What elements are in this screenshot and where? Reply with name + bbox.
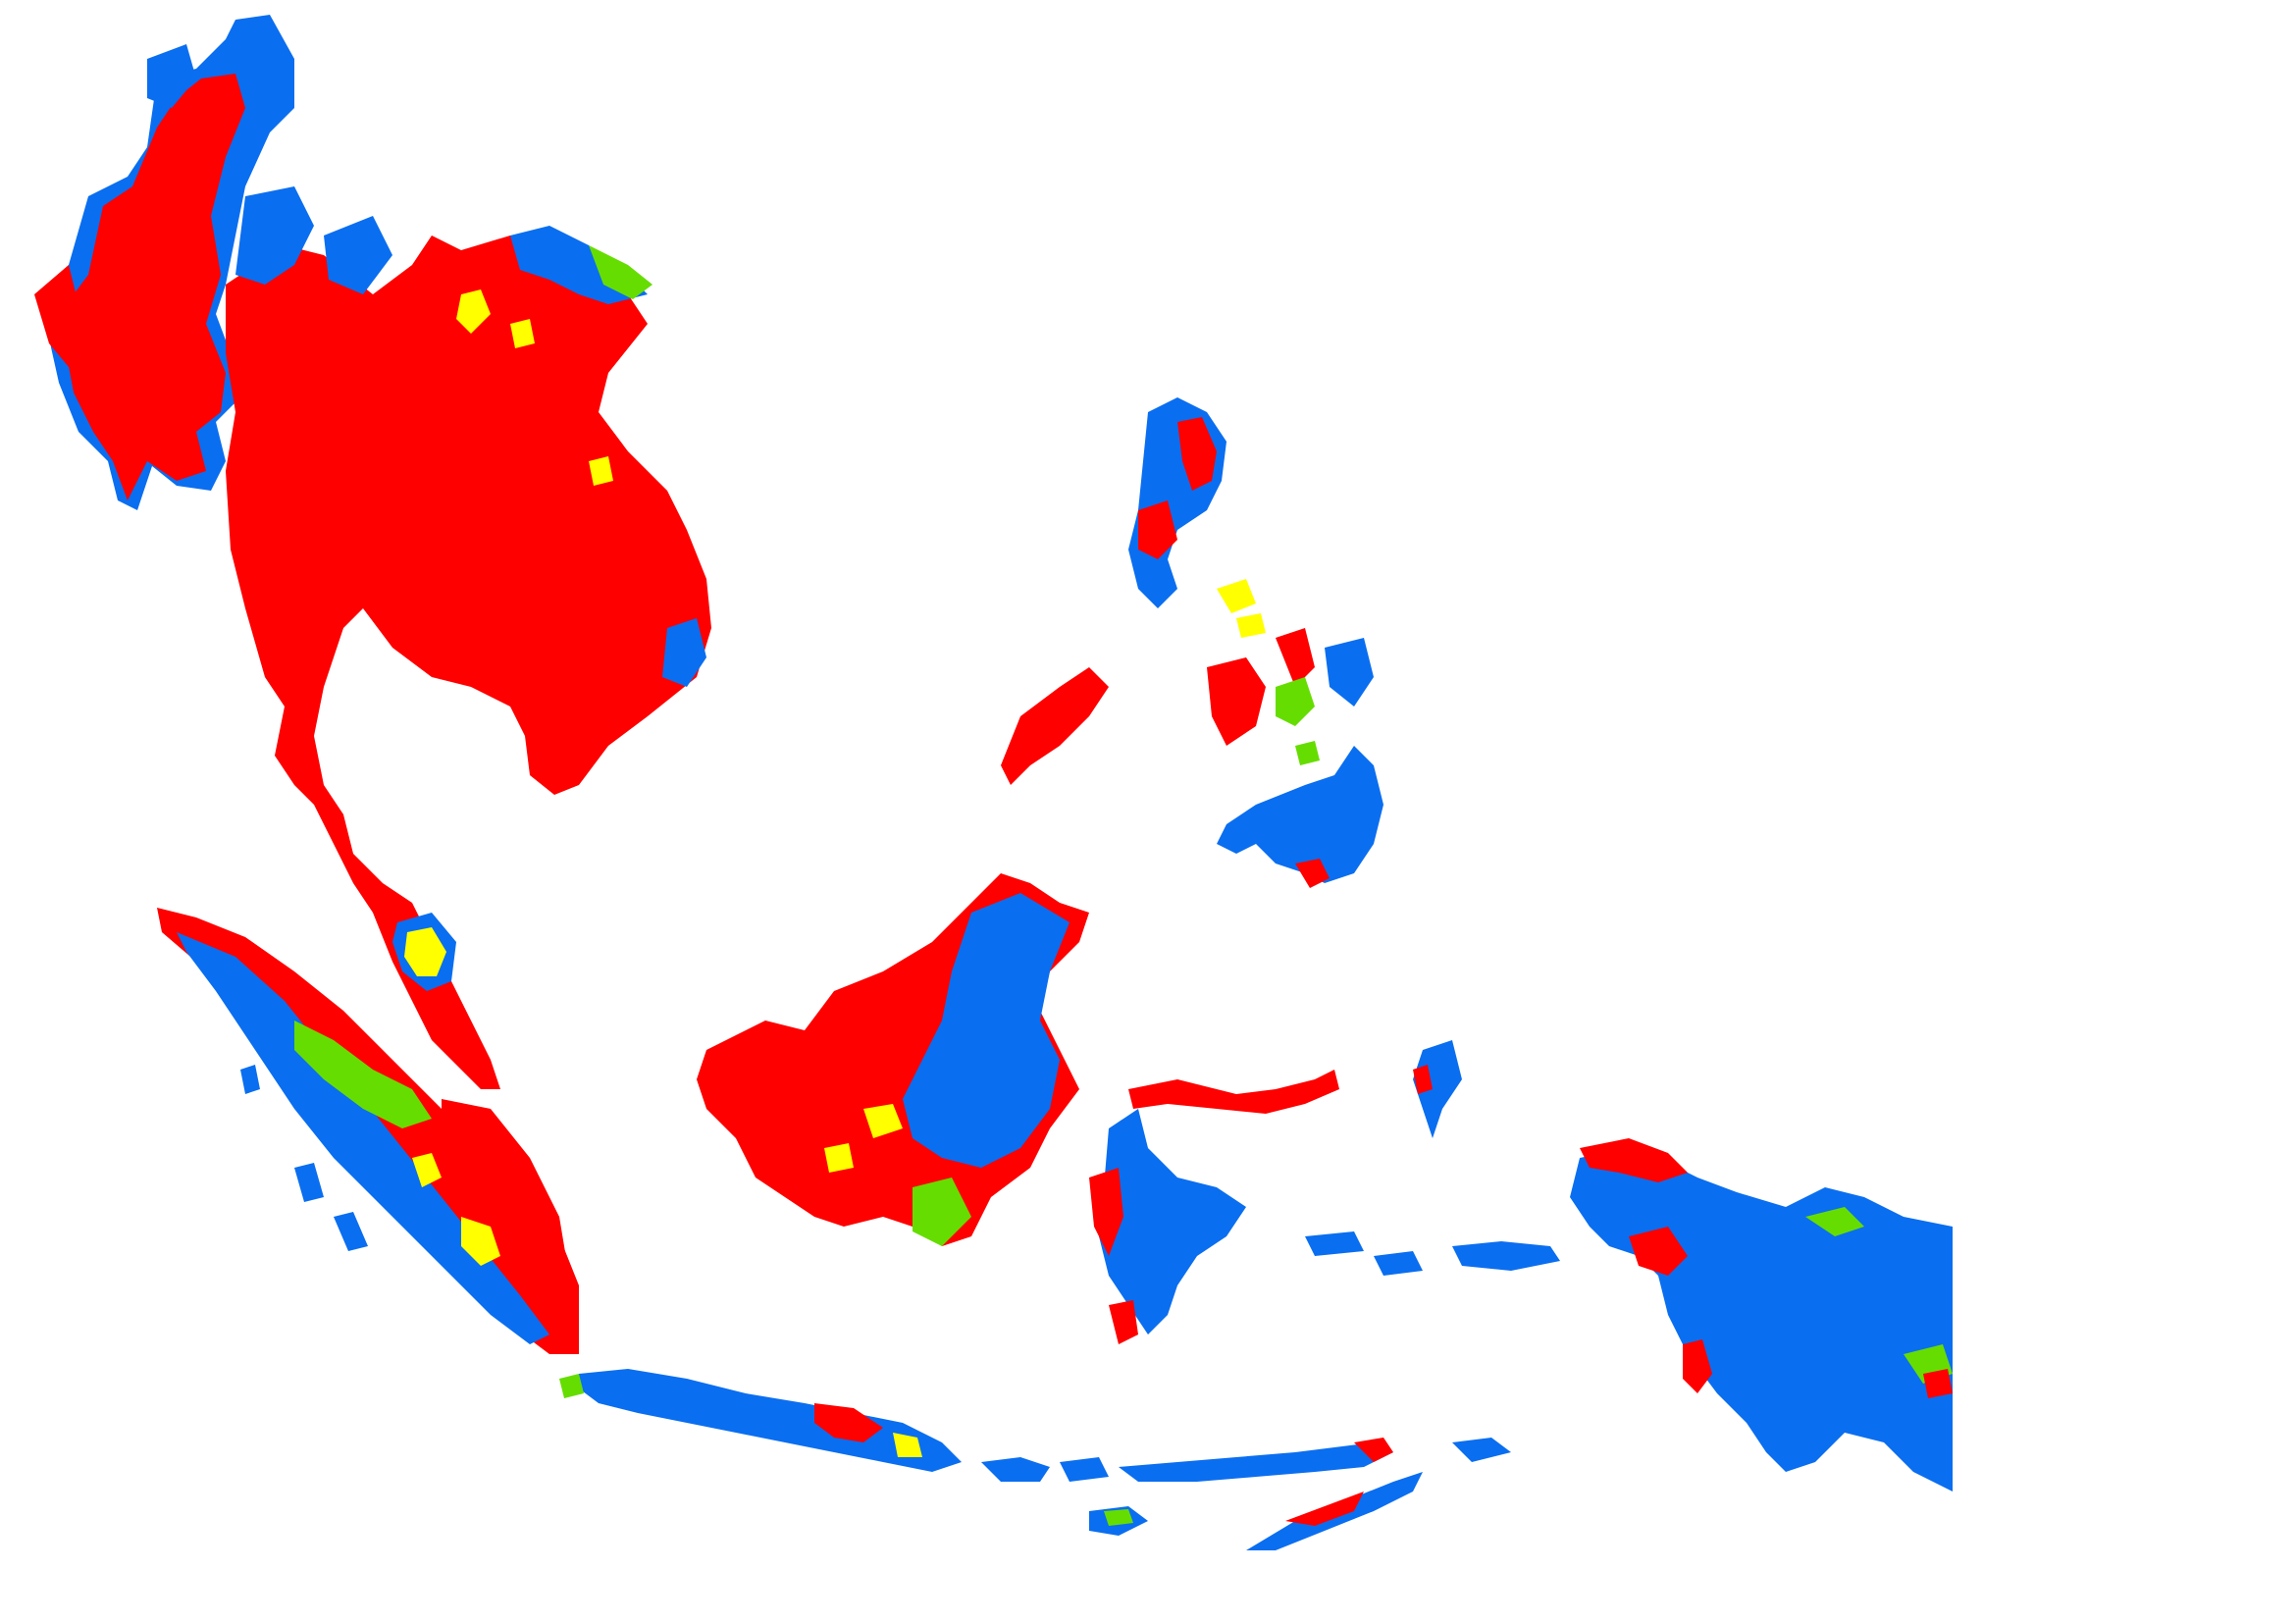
sabah-north-coast — [1001, 667, 1109, 785]
region-maluku — [1305, 1040, 1560, 1276]
visayas-yellow-zone — [1217, 579, 1266, 638]
java-blue-zone — [579, 1369, 962, 1472]
myanmar-red-zone — [59, 74, 245, 500]
vietnam-north-green — [589, 245, 652, 299]
mindanao-south-red — [1295, 859, 1330, 888]
vietnam-central-blue — [662, 618, 706, 687]
new-guinea-southeast-red — [1923, 1369, 1953, 1398]
java-red-zone — [814, 1403, 883, 1442]
halmahera-red — [1413, 1065, 1433, 1094]
borneo-blue-zone — [903, 893, 1070, 1168]
sumatra-blue-zone — [177, 932, 549, 1344]
region-sulawesi — [1089, 1070, 1339, 1344]
buru-blue — [1305, 1231, 1364, 1256]
new-guinea-blue-zone — [1570, 1148, 1953, 1492]
indochina-red-zone — [226, 236, 711, 795]
timor-red — [1285, 1492, 1364, 1526]
myanmar-west-coast — [34, 265, 83, 373]
region-sumatra — [157, 908, 579, 1354]
laos-yellow-patches — [456, 289, 613, 486]
mindanao-blue-zone — [1217, 746, 1383, 883]
luzon-red-zone — [1138, 417, 1217, 559]
visayas-green-zone — [1276, 677, 1320, 765]
new-guinea-highland-green — [1805, 1207, 1953, 1384]
region-thailand-laos-cambodia-vietnam — [226, 186, 711, 795]
sumbawa-flores-blue — [1119, 1442, 1393, 1482]
sumatra-east-red — [442, 1099, 569, 1276]
java-green-zone — [559, 1374, 584, 1398]
sulawesi-blue-zone — [1099, 1109, 1246, 1335]
sumba-green — [1104, 1509, 1133, 1526]
region-new-guinea — [1570, 1138, 1953, 1492]
region-luzon — [1128, 397, 1226, 608]
region-java — [559, 1369, 962, 1472]
laos-highland-blue — [235, 186, 392, 294]
sumatra-west-islands — [240, 1065, 368, 1251]
bali-lombok-blue — [981, 1457, 1109, 1482]
sulawesi-north-arm — [1128, 1070, 1339, 1114]
borneo-yellow-zone — [824, 1104, 903, 1173]
region-visayas — [1207, 579, 1374, 765]
aru-islands-red — [1683, 1339, 1712, 1393]
visayas-red-zone — [1207, 628, 1315, 746]
peninsula-yellow-ring — [404, 927, 446, 976]
java-yellow-zone — [893, 1433, 922, 1457]
borneo-green-zone — [913, 1178, 971, 1246]
sumatra-green-zone — [294, 1021, 432, 1128]
region-borneo — [697, 667, 1109, 1246]
region-malay-peninsula — [294, 756, 500, 1089]
new-guinea-south-red — [1629, 1227, 1688, 1276]
region-lesser-sunda-islands — [981, 1438, 1511, 1550]
region-mindanao — [1217, 746, 1383, 888]
region-myanmar — [34, 15, 294, 510]
birdshead-red — [1580, 1138, 1688, 1182]
wetar-blue — [1452, 1438, 1511, 1462]
flores-red-zone — [1354, 1438, 1393, 1462]
myanmar-north-blue — [147, 44, 196, 108]
sumatra-yellow-zone — [412, 1153, 500, 1266]
samar-leyte-blue — [1325, 638, 1374, 707]
seram-blue — [1374, 1241, 1560, 1276]
sulawesi-south-red — [1089, 1168, 1138, 1344]
halmahera-blue — [1413, 1040, 1462, 1138]
luzon-blue-zone — [1128, 397, 1226, 608]
